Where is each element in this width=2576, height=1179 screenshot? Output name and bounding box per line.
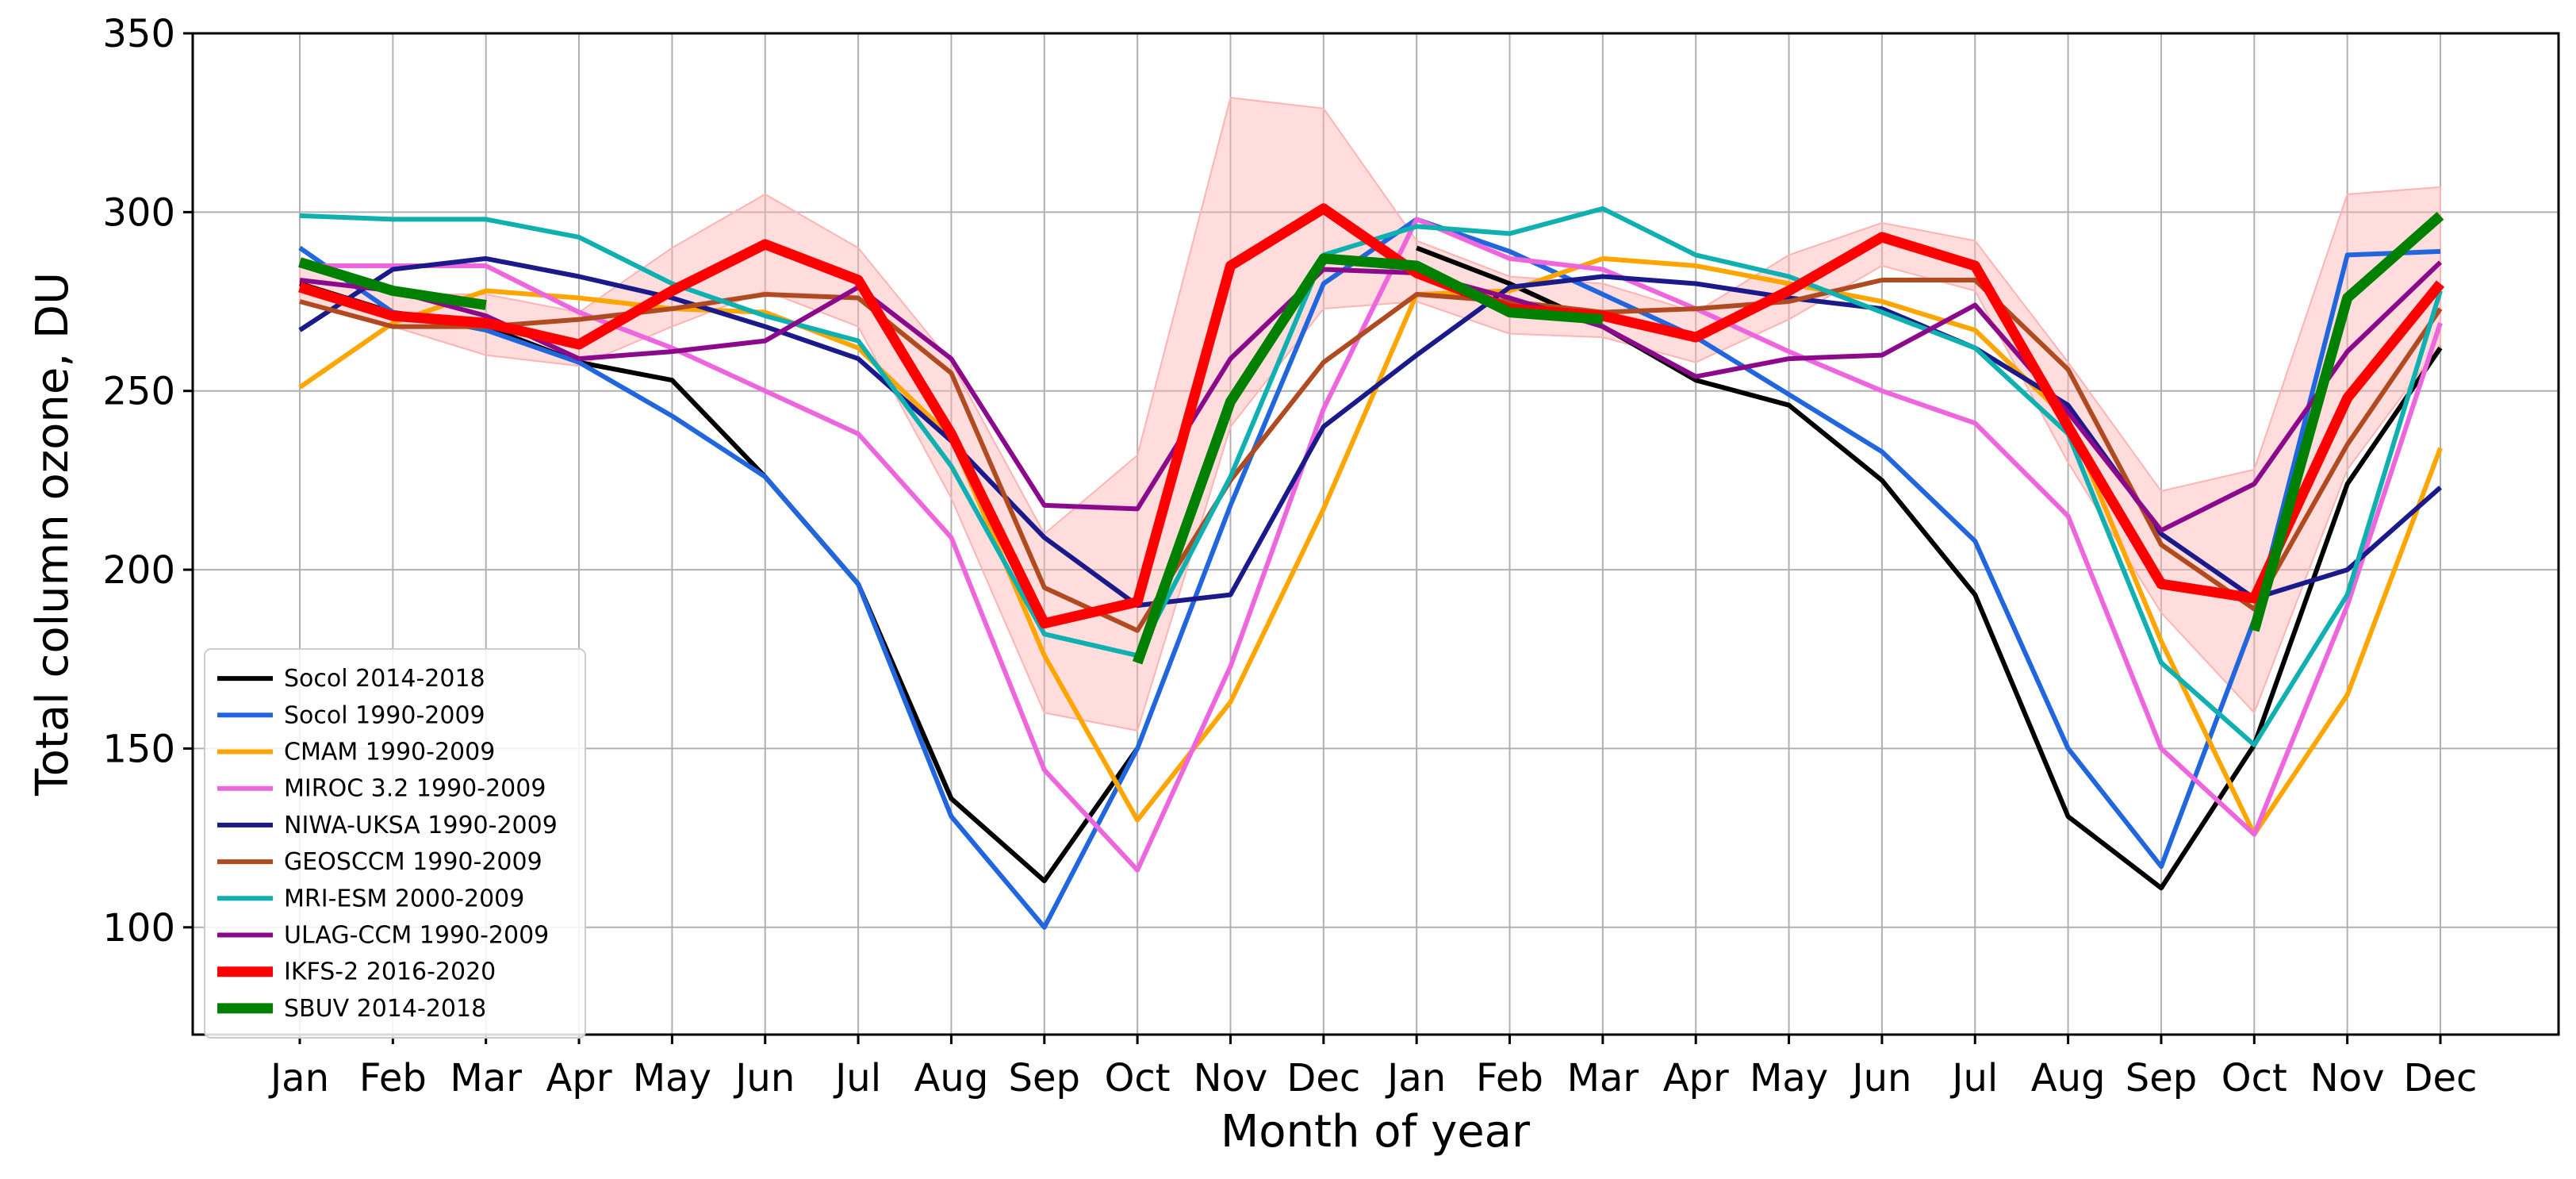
x-tick-label: Jan	[1385, 1056, 1446, 1100]
legend-label: GEOSCCM 1990-2009	[284, 848, 542, 876]
x-tick-label: Mar	[1567, 1056, 1639, 1100]
legend-label: Socol 2014-2018	[284, 665, 485, 693]
plot-frame	[191, 32, 2560, 1036]
legend-label: CMAM 1990-2009	[284, 739, 495, 766]
x-tick-label: Nov	[2310, 1056, 2385, 1100]
x-tick-label: Jan	[268, 1056, 329, 1100]
y-axis-label: Total column ozone, DU	[27, 272, 79, 797]
x-tick-label: Jun	[1850, 1056, 1911, 1100]
legend-label: NIWA-UKSA 1990-2009	[284, 812, 558, 839]
x-tick-label: May	[1750, 1056, 1828, 1100]
x-tick-label: Mar	[450, 1056, 522, 1100]
y-tick-label: 100	[102, 906, 175, 950]
legend-label: MIROC 3.2 1990-2009	[284, 775, 546, 803]
x-tick-label: Apr	[1663, 1056, 1729, 1100]
legend-label: IKFS-2 2016-2020	[284, 958, 496, 986]
x-tick-label: May	[633, 1056, 711, 1100]
series-line-miroc-3-2-1990-2009	[300, 217, 2443, 873]
x-tick-label: Oct	[1105, 1056, 1171, 1100]
x-tick-label: Aug	[2031, 1056, 2106, 1100]
x-tick-label: Jun	[733, 1056, 795, 1100]
series-line-ikfs-2-2016-2020	[298, 203, 2445, 629]
x-tick-label: Aug	[914, 1056, 989, 1100]
series-lines	[298, 203, 2445, 930]
legend-label: Socol 1990-2009	[284, 701, 485, 729]
spread-band	[299, 97, 2441, 732]
legend-label: MRI-ESM 2000-2009	[284, 885, 524, 912]
y-tick-labels: 100 150 200 250 300 350	[102, 12, 193, 950]
x-tick-label: Dec	[2404, 1056, 2478, 1100]
legend-box	[204, 648, 586, 1039]
y-tick-label: 150	[102, 727, 175, 771]
x-tick-labels: Jan Feb Mar Apr May Jun Jul Aug Sep Oct Nov Dec Jan F…	[268, 1035, 2477, 1100]
x-tick-label: Sep	[2126, 1056, 2197, 1100]
x-tick-label: Oct	[2221, 1056, 2287, 1100]
x-tick-label: Sep	[1009, 1056, 1080, 1100]
series-line-ulag-ccm-1990-2009	[299, 260, 2443, 533]
x-tick-label: Nov	[1194, 1056, 1268, 1100]
series-line-geosccm-1990-2009	[299, 278, 2443, 633]
legend-label: SBUV 2014-2018	[284, 995, 486, 1023]
y-tick-label: 200	[102, 548, 175, 593]
legend: Socol 2014-2018 Socol 1990-2009 CMAM 1990-…	[204, 648, 586, 1039]
x-tick-label: Feb	[1476, 1056, 1543, 1100]
x-tick-label: Jul	[833, 1056, 881, 1100]
x-axis-label: Month of year	[1221, 1106, 1531, 1158]
series-line-sbuv-2014-2018	[298, 212, 2444, 665]
y-tick-label: 350	[102, 12, 175, 56]
x-tick-label: Apr	[546, 1056, 612, 1100]
x-tick-label: Feb	[359, 1056, 427, 1100]
legend-label: ULAG-CCM 1990-2009	[284, 922, 549, 950]
series-line-socol-1990-2009	[298, 217, 2441, 930]
y-tick-label: 250	[102, 370, 175, 414]
x-tick-label: Dec	[1286, 1056, 1360, 1100]
x-tick-label: Jul	[1949, 1056, 1998, 1100]
ikfs2-spread-band	[299, 97, 2441, 732]
y-tick-label: 300	[102, 190, 175, 235]
